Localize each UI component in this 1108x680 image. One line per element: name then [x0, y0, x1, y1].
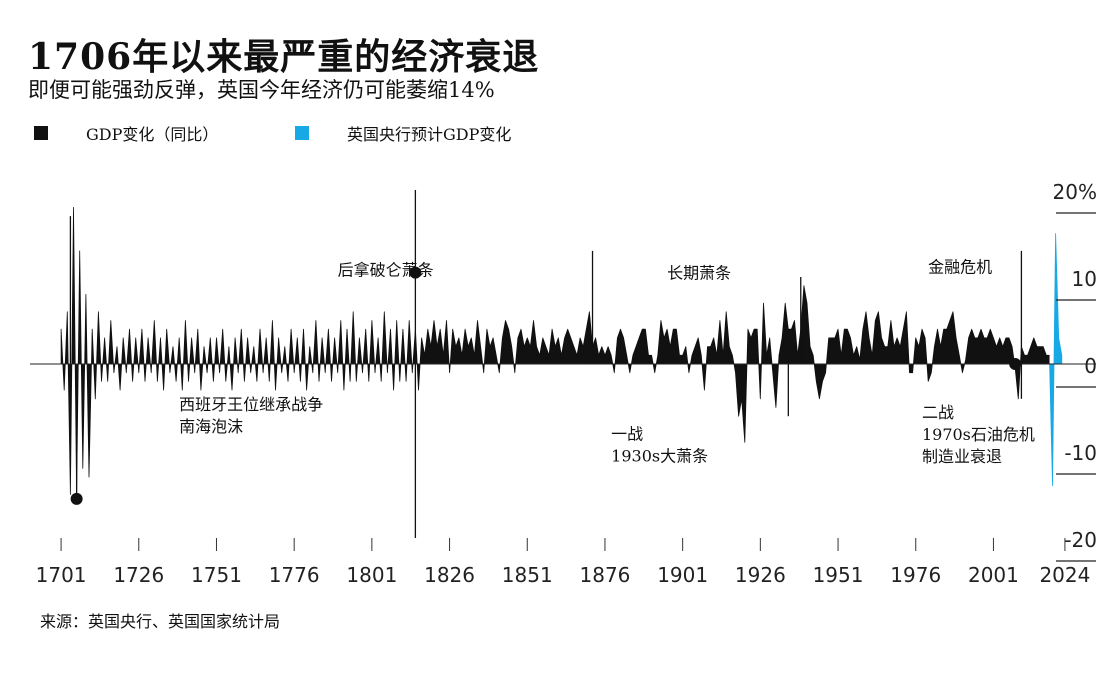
- x-tick-label-3: 1776: [269, 563, 320, 587]
- y-tick-label-0: 20%: [1053, 180, 1097, 204]
- x-tick-label-4: 1801: [346, 563, 397, 587]
- x-tick-label-1: 1726: [113, 563, 164, 587]
- legend-swatch-forecast: [295, 126, 309, 140]
- x-tick-label-9: 1926: [735, 563, 786, 587]
- legend: GDP变化（同比） 英国央行预计GDP变化: [0, 121, 700, 145]
- annotation-4-line-1: 1930s大萧条: [611, 447, 708, 466]
- annotation-3-line-1: 南海泡沫: [179, 417, 243, 436]
- legend-item-gdp: GDP变化（同比）: [34, 121, 218, 145]
- legend-swatch-gdp: [34, 126, 48, 140]
- y-tick-label-1: 10: [1072, 267, 1097, 291]
- annotation-5-line-2: 制造业衰退: [922, 447, 1002, 466]
- event-marker-1: [409, 266, 422, 279]
- x-tick-label-5: 1826: [424, 563, 475, 587]
- event-marker-2: [1009, 358, 1022, 370]
- x-tick-label-11: 1976: [890, 563, 941, 587]
- annotation-5-line-0: 二战: [922, 403, 954, 422]
- x-tick-label-12: 2001: [968, 563, 1019, 587]
- x-tick-label-7: 1876: [580, 563, 631, 587]
- annotation-2-line-0: 金融危机: [928, 258, 992, 277]
- legend-label-forecast: 英国央行预计GDP变化: [347, 125, 512, 144]
- annotation-4-line-0: 一战: [611, 425, 643, 444]
- gdp-series-area: [60, 207, 1050, 495]
- annotation-3-line-0: 西班牙王位继承战争: [179, 395, 323, 414]
- page-title: 1706年以来最严重的经济衰退: [28, 36, 540, 78]
- page-subtitle: 即便可能强劲反弹，英国今年经济仍可能萎缩14%: [28, 78, 495, 102]
- y-tick-label-3: -10: [1064, 441, 1097, 465]
- x-tick-label-13: 2024: [1039, 563, 1090, 587]
- y-tick-label-2: 0: [1084, 354, 1097, 378]
- x-tick-label-0: 1701: [36, 563, 87, 587]
- legend-label-gdp: GDP变化（同比）: [86, 125, 219, 144]
- event-marker-0: [70, 492, 83, 505]
- x-tick-label-8: 1901: [657, 563, 708, 587]
- legend-item-forecast: 英国央行预计GDP变化: [295, 121, 511, 145]
- x-tick-label-6: 1851: [502, 563, 553, 587]
- x-tick-label-2: 1751: [191, 563, 242, 587]
- annotation-0-line-0: 后拿破仑萧条: [338, 260, 434, 279]
- y-tick-label-4: -20: [1064, 528, 1097, 552]
- x-tick-label-10: 1951: [813, 563, 864, 587]
- annotation-5-line-1: 1970s石油危机: [922, 425, 1035, 444]
- annotation-1-line-0: 长期萧条: [667, 264, 731, 283]
- source-note: 来源：英国央行、英国国家统计局: [40, 612, 281, 631]
- forecast-series-area: [1049, 233, 1063, 487]
